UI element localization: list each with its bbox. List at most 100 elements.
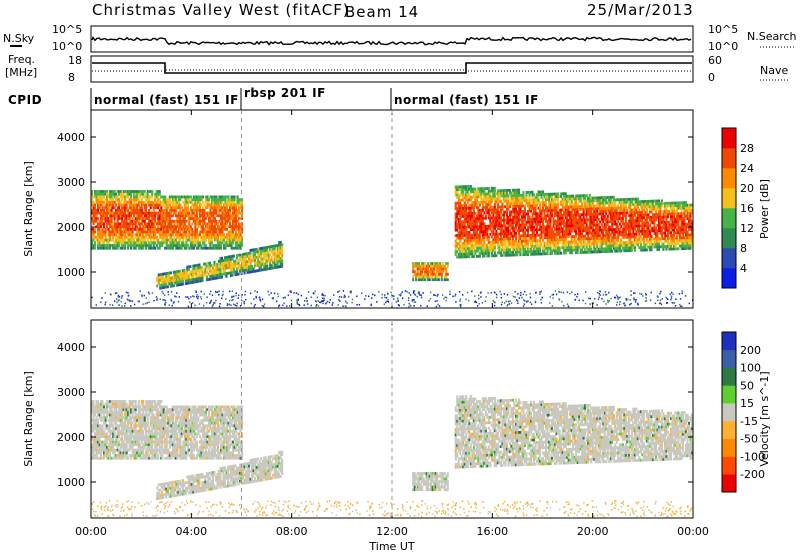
heatmap-cell: [489, 214, 491, 217]
heatmap-cell: [616, 242, 618, 245]
heatmap-cell: [226, 228, 228, 231]
heatmap-cell: [233, 268, 235, 271]
heatmap-cell: [659, 224, 661, 227]
heatmap-cell: [524, 248, 526, 251]
heatmap-cell: [112, 236, 114, 239]
heatmap-cell: [551, 196, 553, 199]
heatmap-cell: [602, 212, 604, 215]
heatmap-cell: [221, 241, 223, 244]
heatmap-cell: [211, 223, 213, 226]
heatmap-cell: [118, 206, 120, 209]
heatmap-cell: [557, 201, 559, 204]
heatmap-cell: [115, 233, 117, 236]
heatmap-cell: [103, 241, 105, 244]
heatmap-cell: [444, 265, 446, 268]
heatmap-cell: [139, 225, 141, 228]
heatmap-cell: [199, 201, 201, 204]
freq-tick-bottom: 8: [68, 71, 75, 84]
heatmap-cell: [550, 217, 552, 220]
heatmap-cell: [519, 213, 521, 216]
nsky-tick-top: 10^5: [52, 23, 82, 36]
heatmap-cell: [571, 230, 573, 233]
heatmap-cell: [117, 196, 119, 199]
heatmap-cell: [175, 209, 177, 212]
heatmap-cell: [577, 211, 579, 214]
heatmap-cell: [617, 204, 619, 207]
heatmap-cell: [646, 243, 648, 246]
heatmap-cell: [541, 196, 543, 199]
heatmap-cell: [144, 201, 146, 204]
heatmap-cell: [159, 193, 161, 196]
heatmap-cell: [170, 223, 172, 226]
heatmap-cell: [491, 252, 493, 255]
heatmap-cell: [659, 213, 661, 216]
heatmap-cell: [268, 257, 270, 260]
heatmap-cell: [646, 219, 648, 222]
heatmap-cell: [220, 244, 222, 247]
heatmap-cell: [166, 241, 168, 244]
heatmap-cell: [219, 271, 221, 274]
heatmap-cell: [166, 236, 168, 239]
heatmap-cell: [602, 231, 604, 234]
heatmap-cell: [159, 204, 161, 207]
heatmap-cell: [619, 215, 621, 218]
heatmap-cell: [541, 212, 543, 215]
heatmap-cell: [135, 247, 137, 250]
heatmap-cell: [136, 196, 138, 199]
heatmap-cell: [551, 212, 553, 215]
heatmap-cell: [150, 239, 152, 242]
heatmap-cell: [539, 239, 541, 242]
heatmap-cell: [117, 247, 119, 250]
heatmap-cell: [470, 185, 472, 188]
cpid-mode-2: rbsp 201 IF: [244, 86, 326, 100]
heatmap-cell: [281, 254, 283, 257]
heatmap-cell: [94, 244, 96, 247]
heatmap-cell: [458, 196, 460, 199]
heatmap-cell: [278, 255, 280, 258]
heatmap-cell: [575, 200, 577, 203]
heatmap-cell: [547, 250, 549, 253]
heatmap-cell: [571, 243, 573, 246]
heatmap-cell: [228, 196, 230, 199]
heatmap-cell: [532, 191, 534, 194]
heatmap-cell: [476, 204, 478, 207]
heatmap-cell: [159, 231, 161, 234]
heatmap-cell: [532, 215, 534, 218]
heatmap-cell: [154, 198, 156, 201]
heatmap-cell: [547, 212, 549, 215]
heatmap-cell: [266, 265, 268, 268]
heatmap-cell: [108, 241, 110, 244]
heatmap-cell: [232, 258, 234, 261]
heatmap-cell: [106, 214, 108, 217]
heatmap-cell: [173, 284, 175, 287]
heatmap-cell: [503, 214, 505, 217]
heatmap-cell: [525, 194, 527, 197]
heatmap-cell: [556, 236, 558, 239]
heatmap-cell: [156, 285, 158, 288]
heatmap-cell: [269, 262, 271, 265]
heatmap-cell: [506, 213, 508, 216]
heatmap-cell: [467, 191, 469, 194]
heatmap-cell: [154, 220, 156, 223]
heatmap-cell: [103, 209, 105, 212]
heatmap-cell: [254, 259, 256, 262]
heatmap-cell: [215, 220, 217, 223]
heatmap-cell: [583, 246, 585, 249]
heatmap-cell: [601, 223, 603, 226]
heatmap-cell: [215, 231, 217, 234]
heatmap-cell: [583, 216, 585, 219]
heatmap-cell: [151, 190, 153, 193]
heatmap-cell: [596, 215, 598, 218]
heatmap-cell: [611, 226, 613, 229]
heatmap-cell: [489, 203, 491, 206]
heatmap-cell: [480, 212, 482, 215]
heatmap-cell: [658, 248, 660, 251]
heatmap-cell: [655, 219, 657, 222]
heatmap-cell: [542, 239, 544, 242]
heatmap-cell: [586, 194, 588, 197]
heatmap-cell: [190, 225, 192, 228]
heatmap-cell: [232, 274, 234, 277]
heatmap-cell: [445, 270, 447, 273]
heatmap-cell: [281, 260, 283, 263]
heatmap-cell: [550, 244, 552, 247]
